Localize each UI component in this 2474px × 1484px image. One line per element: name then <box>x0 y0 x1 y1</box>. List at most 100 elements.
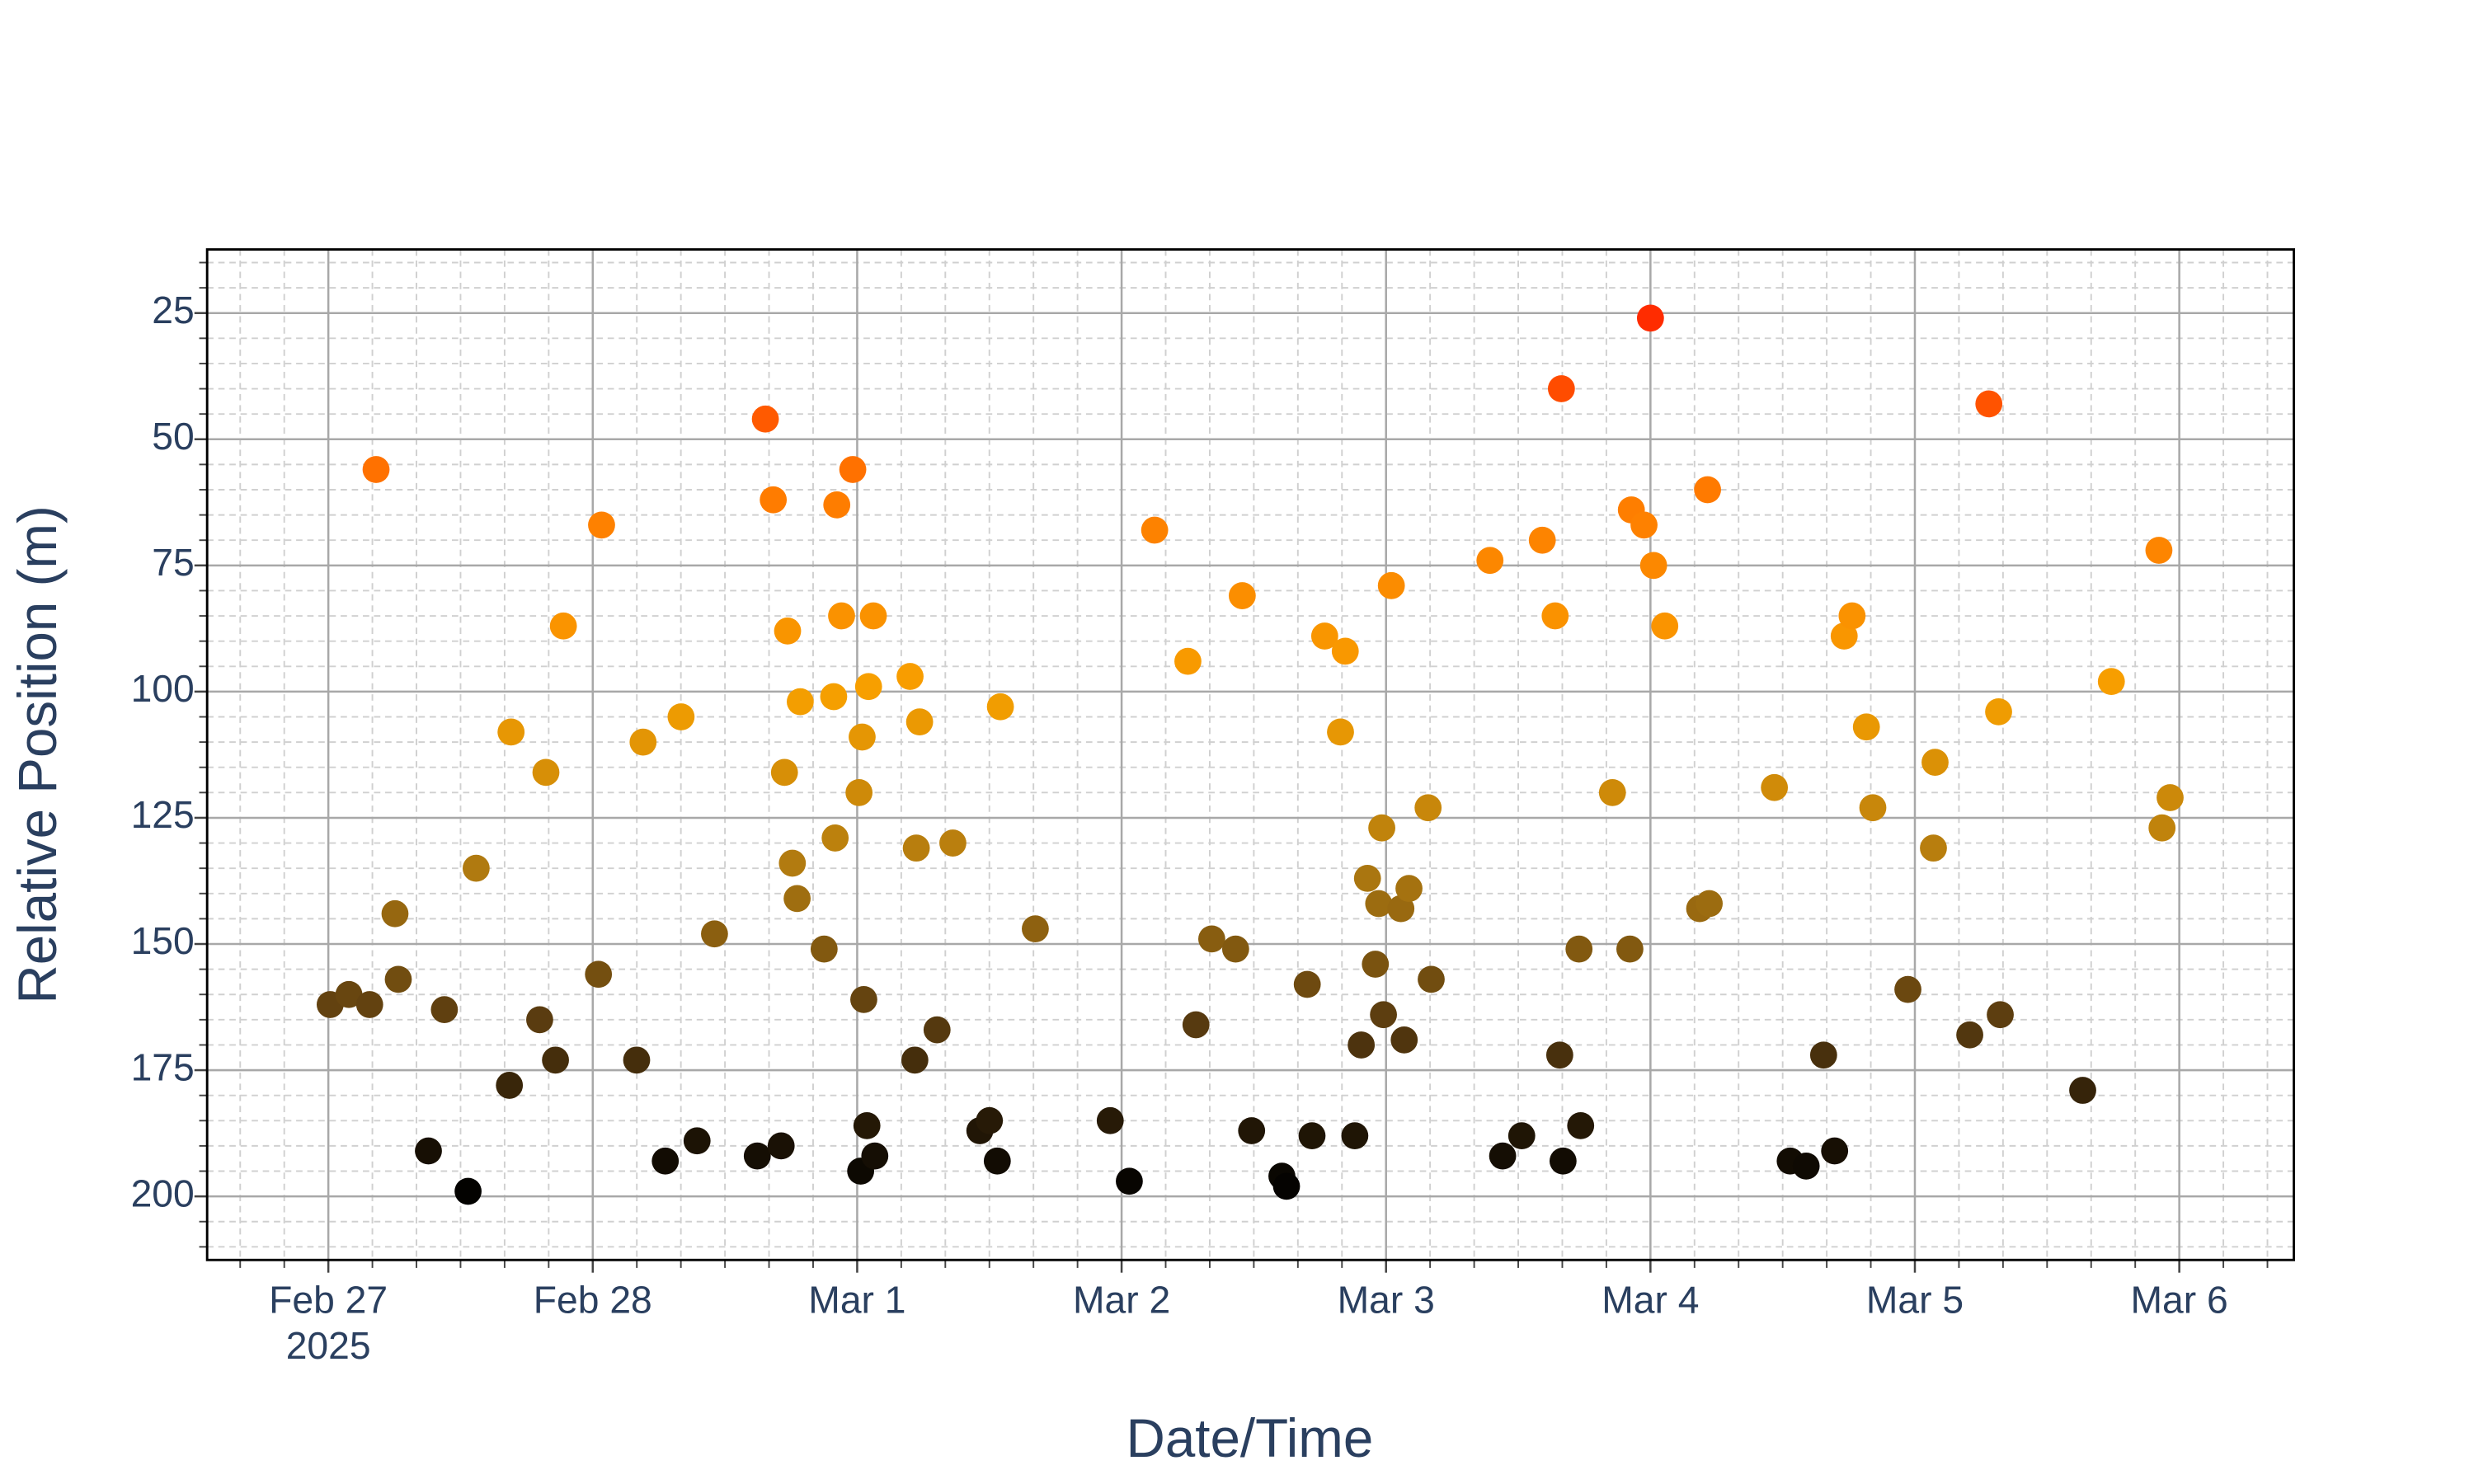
point <box>701 920 728 948</box>
x-tick-label: Mar 4 <box>1602 1279 1699 1322</box>
point <box>1549 1147 1577 1175</box>
y-tick-label: 75 <box>152 541 194 584</box>
point <box>896 663 924 690</box>
point <box>355 991 383 1018</box>
point <box>1418 965 1445 993</box>
point <box>1395 875 1423 903</box>
point <box>1489 1142 1517 1170</box>
point <box>1310 622 1338 650</box>
point <box>778 849 807 877</box>
point <box>810 935 838 963</box>
point <box>849 723 876 751</box>
y-tick-label: 25 <box>152 289 194 331</box>
point <box>1975 390 2003 418</box>
point <box>853 1112 881 1139</box>
point <box>1921 749 1949 776</box>
point <box>845 778 873 806</box>
point <box>1528 526 1556 554</box>
x-tick-label: Mar 3 <box>1338 1279 1435 1322</box>
point <box>463 854 490 882</box>
point <box>1476 547 1504 575</box>
point <box>861 1142 889 1170</box>
point <box>1636 304 1664 332</box>
point <box>1792 1153 1820 1180</box>
point <box>767 1132 795 1160</box>
point <box>1565 935 1593 963</box>
x-tick-label: Mar 2 <box>1073 1279 1170 1322</box>
point <box>1859 794 1887 822</box>
point <box>820 683 848 711</box>
point <box>1096 1106 1124 1134</box>
point <box>760 486 788 514</box>
point <box>2148 814 2176 842</box>
point <box>1182 1011 1210 1039</box>
point <box>585 960 613 989</box>
point <box>902 834 930 862</box>
point <box>839 456 867 483</box>
point <box>629 728 657 756</box>
point <box>854 673 882 701</box>
point <box>1341 1122 1369 1150</box>
y-tick-label: 50 <box>152 415 194 458</box>
point <box>1370 1001 1397 1029</box>
point <box>1545 1041 1573 1069</box>
point <box>2069 1077 2096 1104</box>
point <box>1174 647 1202 675</box>
point <box>1238 1117 1266 1144</box>
point <box>384 965 412 993</box>
point <box>496 1072 524 1099</box>
point <box>1821 1137 1849 1165</box>
point <box>1985 697 2012 726</box>
y-axis-title: Relative Position (m) <box>7 505 68 1003</box>
point <box>526 1006 553 1034</box>
point <box>549 612 577 640</box>
point <box>667 703 695 730</box>
point <box>683 1127 711 1155</box>
point <box>454 1177 482 1205</box>
x-tick-label: Mar 6 <box>2131 1279 2228 1322</box>
point <box>1368 814 1395 842</box>
point <box>532 758 560 787</box>
point <box>1365 890 1393 918</box>
point <box>751 405 779 433</box>
point <box>1852 713 1880 741</box>
point <box>850 985 877 1013</box>
point <box>983 1147 1011 1175</box>
point <box>1390 1026 1418 1054</box>
point <box>1616 935 1644 963</box>
point <box>1272 1172 1300 1200</box>
x-tick-label: Feb 27 2025 <box>269 1279 388 1368</box>
point <box>651 1147 680 1175</box>
point <box>1838 602 1866 630</box>
point <box>828 602 855 630</box>
y-tick-label: 125 <box>131 793 195 836</box>
point <box>1639 552 1667 580</box>
point <box>1348 1031 1376 1059</box>
point <box>923 1016 951 1044</box>
point <box>1541 602 1569 630</box>
point <box>901 1046 929 1074</box>
point <box>588 511 615 539</box>
point <box>1414 794 1442 822</box>
point <box>1228 582 1256 609</box>
point <box>1894 975 1921 1003</box>
point <box>1327 718 1354 746</box>
y-tick-label: 175 <box>131 1045 195 1088</box>
point <box>774 618 802 645</box>
point <box>1630 511 1658 539</box>
point <box>1956 1021 1983 1049</box>
point <box>1221 935 1249 963</box>
plot-frame <box>205 248 2296 1261</box>
point <box>1651 612 1679 640</box>
grid <box>194 249 2294 1273</box>
point <box>1567 1112 1595 1139</box>
point <box>1694 476 1721 504</box>
point <box>823 491 851 519</box>
y-tick-label: 100 <box>131 667 195 710</box>
point <box>335 980 363 1008</box>
point <box>623 1046 651 1074</box>
point <box>1293 970 1321 998</box>
point <box>905 708 934 736</box>
point <box>542 1046 569 1074</box>
point <box>770 758 798 787</box>
